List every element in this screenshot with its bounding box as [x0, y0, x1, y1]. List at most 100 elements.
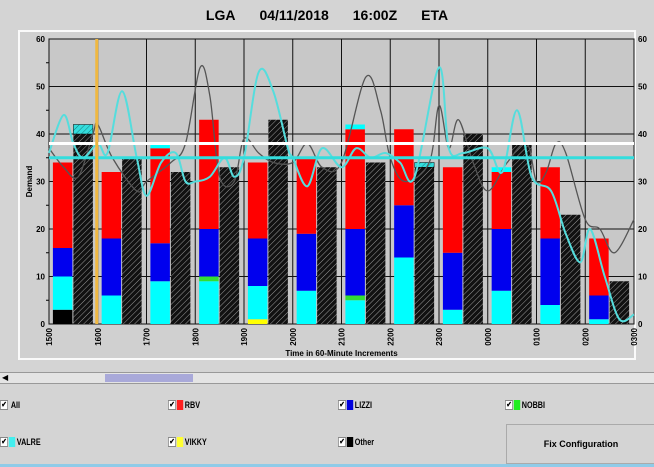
chart-title: LGA 04/11/2018 16:00Z ETA [0, 7, 654, 23]
legend-label: All [10, 400, 21, 410]
legend-item-all[interactable]: ✔ All [0, 400, 20, 410]
x-tick-label: 1900 [240, 327, 249, 345]
legend-label: NOBBI [521, 400, 545, 410]
hatched-bar [512, 143, 532, 324]
bar-segment-lizzi [345, 229, 365, 296]
fix-configuration-button[interactable]: Fix Configuration [506, 424, 654, 464]
bar-segment-rbv [589, 238, 609, 296]
legend-label: Other [354, 437, 375, 447]
bar-segment-rbv [394, 129, 414, 206]
x-tick-label: 1600 [94, 327, 103, 345]
bar-segment-other [52, 309, 73, 324]
checkbox[interactable]: ✔ [505, 400, 513, 410]
legend-item-rbv[interactable]: ✔ RBV [168, 400, 200, 410]
checkbox[interactable]: ✔ [168, 400, 176, 410]
scroll-left-arrow-icon[interactable]: ◀ [2, 373, 9, 382]
bar-segment-valre-top [150, 143, 170, 149]
demand-chart: 0 0 10 10 20 20 30 30 40 40 50 50 60 60 1500 1600 1700 18… [25, 35, 647, 358]
scroll-thumb[interactable] [105, 374, 193, 382]
hatched-bar [170, 172, 191, 324]
checkbox[interactable]: ✔ [0, 400, 8, 410]
bar-segment-rbv [52, 162, 73, 248]
color-swatch [176, 437, 184, 447]
bar-segment-rbv [442, 167, 463, 253]
bar-segment-valre-top [491, 167, 512, 172]
hatched-bar [268, 119, 288, 324]
checkbox[interactable]: ✔ [0, 437, 8, 447]
mode: ETA [421, 7, 449, 23]
y-tick-label-right: 40 [638, 130, 647, 139]
color-swatch [513, 400, 521, 410]
legend-item-lizzi[interactable]: ✔ LIZZI [338, 400, 372, 410]
hatched-bar [365, 162, 386, 324]
bar-segment-valre [247, 286, 268, 320]
y-tick-label-right: 10 [638, 273, 647, 282]
bar-segment-nobbi [199, 276, 219, 282]
hatched-bar [122, 157, 142, 324]
bar-segment-valre-top [345, 124, 365, 130]
x-tick-label: 0000 [484, 327, 493, 345]
bar-segment-rbv [150, 148, 170, 244]
bar-segment-rbv [199, 119, 219, 229]
bar-segment-lizzi [442, 252, 463, 310]
y-tick-label-right: 30 [638, 178, 647, 187]
checkbox[interactable]: ✔ [338, 400, 346, 410]
bar-segment-lizzi [101, 238, 122, 296]
bar-segment-rbv [540, 167, 560, 239]
legend-label: VALRE [16, 437, 41, 447]
bar-segment-valre [345, 300, 365, 324]
x-tick-label: 2000 [289, 327, 298, 345]
x-tick-label: 1500 [45, 327, 54, 345]
bar-segment-lizzi [247, 238, 268, 286]
bar-segment-nobbi [345, 295, 365, 301]
legend-item-nobbi[interactable]: ✔ NOBBI [505, 400, 545, 410]
y-tick-label-left: 20 [36, 225, 45, 234]
legend-item-other[interactable]: ✔ Other [338, 437, 374, 447]
color-swatch [346, 437, 354, 447]
airport: LGA [205, 7, 236, 23]
bar-segment-rbv [491, 172, 512, 229]
time: 16:00Z [352, 7, 398, 23]
x-tick-label: 2200 [386, 327, 395, 345]
y-tick-label-left: 60 [36, 35, 45, 44]
y-tick-label-left: 50 [36, 83, 45, 92]
hatched-bar [219, 167, 240, 324]
checkbox[interactable]: ✔ [168, 437, 176, 447]
legend-label: RBV [184, 400, 201, 410]
bar-segment-valre [540, 305, 560, 324]
x-tick-label: 2100 [338, 327, 347, 345]
y-tick-label-left: 30 [36, 178, 45, 187]
bar-segment-lizzi [150, 243, 170, 282]
x-axis-label: Time in 60-Minute Increments [285, 349, 398, 358]
color-swatch [8, 437, 16, 447]
legend-label: VIKKY [184, 437, 207, 447]
bar-segment-lizzi [52, 248, 73, 277]
x-tick-label: 1700 [143, 327, 152, 345]
checkbox[interactable]: ✔ [338, 437, 346, 447]
bar-segment-lizzi [394, 205, 414, 258]
y-tick-label-right: 0 [638, 320, 643, 329]
horizontal-scrollbar[interactable]: ◀ [0, 372, 654, 384]
bar-segment-lizzi [199, 229, 219, 277]
x-tick-label: 0200 [581, 327, 590, 345]
y-tick-label-right: 60 [638, 35, 647, 44]
legend-item-valre[interactable]: ✔ VALRE [0, 437, 41, 447]
legend-item-vikky[interactable]: ✔ VIKKY [168, 437, 207, 447]
y-tick-label-left: 0 [41, 320, 46, 329]
bottom-border [0, 464, 654, 467]
bar-segment-valre [199, 281, 219, 324]
bar-segment-valre [589, 319, 609, 324]
x-tick-label: 2300 [435, 327, 444, 345]
bar-segment-valre [296, 290, 317, 324]
bar-segment-lizzi [296, 233, 317, 291]
y-tick-label-right: 20 [638, 225, 647, 234]
y-tick-label-left: 40 [36, 130, 45, 139]
bar-segment-rbv [101, 172, 122, 239]
hatched-bar-top [73, 124, 94, 135]
y-tick-label-left: 10 [36, 273, 45, 282]
hatched-bar [609, 281, 630, 324]
bar-segment-valre [101, 295, 122, 324]
hatched-bar [463, 134, 483, 324]
hatched-bar [73, 134, 93, 324]
bar-segment-rbv [247, 162, 268, 239]
